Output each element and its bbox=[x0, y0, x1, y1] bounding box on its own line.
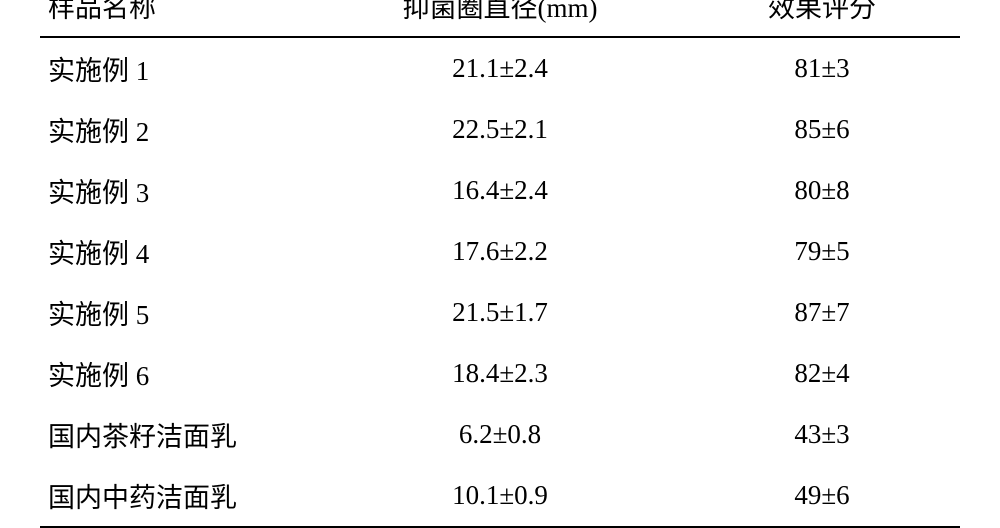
cell-score: 82±4 bbox=[684, 343, 960, 404]
cell-sample-name: 实施例 5 bbox=[40, 282, 316, 343]
cell-score: 49±6 bbox=[684, 465, 960, 527]
table-row: 实施例 2 22.5±2.1 85±6 bbox=[40, 99, 960, 160]
cell-score: 80±8 bbox=[684, 160, 960, 221]
cell-diameter: 21.1±2.4 bbox=[316, 37, 684, 99]
cell-sample-name: 实施例 1 bbox=[40, 37, 316, 99]
cell-score: 85±6 bbox=[684, 99, 960, 160]
cell-diameter: 22.5±2.1 bbox=[316, 99, 684, 160]
table-row: 实施例 6 18.4±2.3 82±4 bbox=[40, 343, 960, 404]
cell-score: 43±3 bbox=[684, 404, 960, 465]
cell-diameter: 16.4±2.4 bbox=[316, 160, 684, 221]
table-row: 实施例 3 16.4±2.4 80±8 bbox=[40, 160, 960, 221]
cell-sample-name: 实施例 6 bbox=[40, 343, 316, 404]
cell-score: 81±3 bbox=[684, 37, 960, 99]
cell-sample-name: 实施例 2 bbox=[40, 99, 316, 160]
table-header-row: 样品名称 抑菌圈直径(mm) 效果评分 bbox=[40, 0, 960, 37]
cell-diameter: 18.4±2.3 bbox=[316, 343, 684, 404]
data-table: 样品名称 抑菌圈直径(mm) 效果评分 实施例 1 21.1±2.4 81±3 … bbox=[40, 0, 960, 528]
cell-sample-name: 国内茶籽洁面乳 bbox=[40, 404, 316, 465]
cell-sample-name: 实施例 4 bbox=[40, 221, 316, 282]
table-row: 实施例 5 21.5±1.7 87±7 bbox=[40, 282, 960, 343]
cell-diameter: 17.6±2.2 bbox=[316, 221, 684, 282]
cell-diameter: 10.1±0.9 bbox=[316, 465, 684, 527]
cell-diameter: 6.2±0.8 bbox=[316, 404, 684, 465]
cell-score: 79±5 bbox=[684, 221, 960, 282]
cell-sample-name: 国内中药洁面乳 bbox=[40, 465, 316, 527]
cell-sample-name: 实施例 3 bbox=[40, 160, 316, 221]
table-row: 实施例 4 17.6±2.2 79±5 bbox=[40, 221, 960, 282]
column-header-score: 效果评分 bbox=[684, 0, 960, 37]
table-row: 国内茶籽洁面乳 6.2±0.8 43±3 bbox=[40, 404, 960, 465]
data-table-container: 样品名称 抑菌圈直径(mm) 效果评分 实施例 1 21.1±2.4 81±3 … bbox=[40, 0, 960, 528]
column-header-sample-name: 样品名称 bbox=[40, 0, 316, 37]
table-row: 国内中药洁面乳 10.1±0.9 49±6 bbox=[40, 465, 960, 527]
table-row: 实施例 1 21.1±2.4 81±3 bbox=[40, 37, 960, 99]
cell-score: 87±7 bbox=[684, 282, 960, 343]
cell-diameter: 21.5±1.7 bbox=[316, 282, 684, 343]
column-header-diameter: 抑菌圈直径(mm) bbox=[316, 0, 684, 37]
